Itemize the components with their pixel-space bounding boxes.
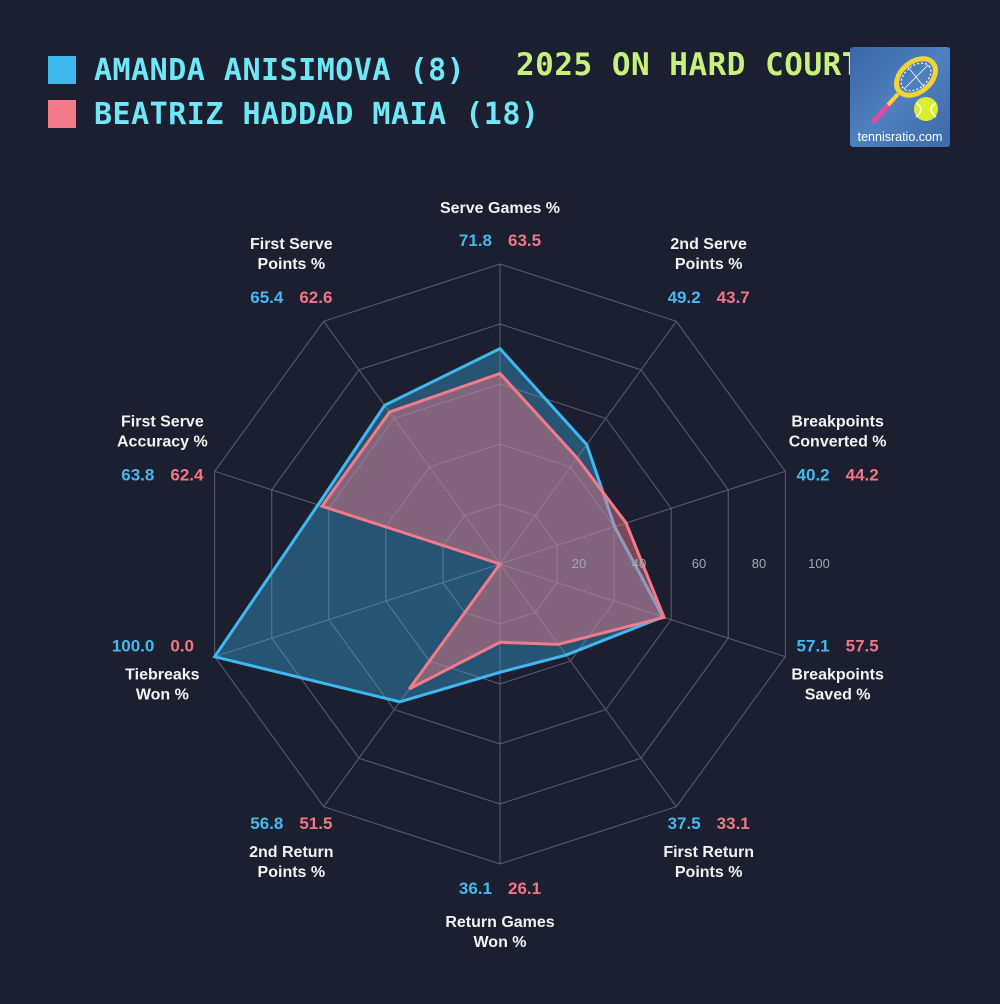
axis-group-9: First Serve Points % 65.4 62.6 <box>250 236 333 307</box>
value-label-b-0: 63.5 <box>508 231 541 250</box>
grid-spoke-9 <box>323 321 501 565</box>
logo[interactable]: tennisratio.com <box>850 47 950 147</box>
legend-swatch-anisimova <box>48 56 76 84</box>
axis-label-8-line-0: First Serve <box>121 413 204 430</box>
axis-label-6-line-1: Points % <box>258 864 326 881</box>
value-label-b-3: 57.5 <box>846 637 879 656</box>
value-label-a-0: 71.8 <box>459 231 492 250</box>
value-label-b-2: 44.2 <box>846 465 879 484</box>
axis-group-5: Return Games Won % 36.1 26.1 <box>445 879 554 951</box>
value-label-a-3: 57.1 <box>797 637 830 656</box>
value-label-a-6: 56.8 <box>250 814 283 833</box>
axis-label-4-line-0: First Return <box>663 844 754 861</box>
radar-series <box>212 346 667 704</box>
value-label-b-1: 43.7 <box>717 288 750 307</box>
value-label-a-5: 36.1 <box>459 879 492 898</box>
value-label-b-6: 51.5 <box>299 814 332 833</box>
axis-group-4: First Return Points % 37.5 33.1 <box>663 814 754 881</box>
radar-axis-labels: Serve Games % 71.8 63.5 2nd Serve Points % 49… <box>112 200 887 951</box>
value-label-a-1: 49.2 <box>668 288 701 307</box>
axis-group-1: 2nd Serve Points % 49.2 43.7 <box>668 236 750 307</box>
value-label-a-8: 63.8 <box>121 465 154 484</box>
axis-label-5-line-1: Won % <box>473 934 526 951</box>
axis-label-8-line-1: Accuracy % <box>117 433 208 450</box>
value-label-a-9: 65.4 <box>250 288 284 307</box>
legend-item-anisimova: AMANDA ANISIMOVA (8) <box>48 48 539 92</box>
tick-label-20: 20 <box>572 556 586 571</box>
axis-label-5-line-0: Return Games <box>445 914 554 931</box>
axis-label-7-line-0: Tiebreaks <box>125 667 200 684</box>
value-label-b-9: 62.6 <box>299 288 332 307</box>
axis-label-1-line-1: Points % <box>675 256 743 273</box>
tick-label-60: 60 <box>692 556 706 571</box>
axis-label-1-line-0: 2nd Serve <box>670 236 747 253</box>
axis-label-2-line-1: Converted % <box>789 433 887 450</box>
grid-spoke-2 <box>499 470 786 565</box>
tennis-ball-icon <box>914 97 938 121</box>
logo-graphic <box>871 56 938 124</box>
axis-group-8: First Serve Accuracy % 63.8 62.4 <box>117 413 208 484</box>
axis-group-2: Breakpoints Converted % 40.2 44.2 <box>789 413 887 484</box>
radar-tick-labels: 20 40 60 80 100 <box>572 556 830 571</box>
value-label-b-5: 26.1 <box>508 879 541 898</box>
logo-text: tennisratio.com <box>857 130 943 144</box>
value-label-b-4: 33.1 <box>717 814 750 833</box>
axis-label-4-line-1: Points % <box>675 864 743 881</box>
value-label-a-2: 40.2 <box>797 465 830 484</box>
value-label-b-8: 62.4 <box>170 465 204 484</box>
value-label-b-7: 0.0 <box>170 637 194 656</box>
axis-label-3-line-0: Breakpoints <box>791 667 884 684</box>
tick-label-40: 40 <box>632 556 646 571</box>
legend-label-anisimova: AMANDA ANISIMOVA (8) <box>94 52 466 88</box>
axis-label-6-line-0: 2nd Return <box>249 844 333 861</box>
legend: AMANDA ANISIMOVA (8) BEATRIZ HADDAD MAIA… <box>48 48 539 136</box>
chart-subtitle: 2025 ON HARD COURTS <box>516 47 881 83</box>
series-area-1 <box>319 371 667 691</box>
axis-group-7: Tiebreaks Won % 100.0 0.0 <box>112 637 200 704</box>
grid-spoke-3 <box>499 563 786 658</box>
axis-label-7-line-1: Won % <box>136 687 189 704</box>
value-label-a-7: 100.0 <box>112 637 155 656</box>
legend-item-haddad-maia: BEATRIZ HADDAD MAIA (18) <box>48 92 539 136</box>
grid-spoke-4 <box>499 563 677 807</box>
axis-label-9-line-0: First Serve <box>250 236 333 253</box>
value-label-a-4: 37.5 <box>668 814 701 833</box>
tennis-racket-icon <box>871 56 938 124</box>
grid-spoke-7 <box>214 563 501 658</box>
axis-label-0-line-0: Serve Games % <box>440 200 560 217</box>
legend-swatch-haddad-maia <box>48 100 76 128</box>
axis-group-3: Breakpoints Saved % 57.1 57.5 <box>791 637 884 704</box>
axis-label-2-line-0: Breakpoints <box>791 413 884 430</box>
series-area-0 <box>212 346 666 704</box>
axis-group-6: 2nd Return Points % 56.8 51.5 <box>249 814 333 881</box>
axis-label-3-line-1: Saved % <box>805 687 871 704</box>
axis-group-0: Serve Games % 71.8 63.5 <box>440 200 560 250</box>
legend-label-haddad-maia: BEATRIZ HADDAD MAIA (18) <box>94 96 540 132</box>
axis-label-9-line-1: Points % <box>258 256 326 273</box>
tick-label-80: 80 <box>752 556 766 571</box>
grid-spoke-1 <box>499 321 677 565</box>
tick-label-100: 100 <box>808 556 830 571</box>
